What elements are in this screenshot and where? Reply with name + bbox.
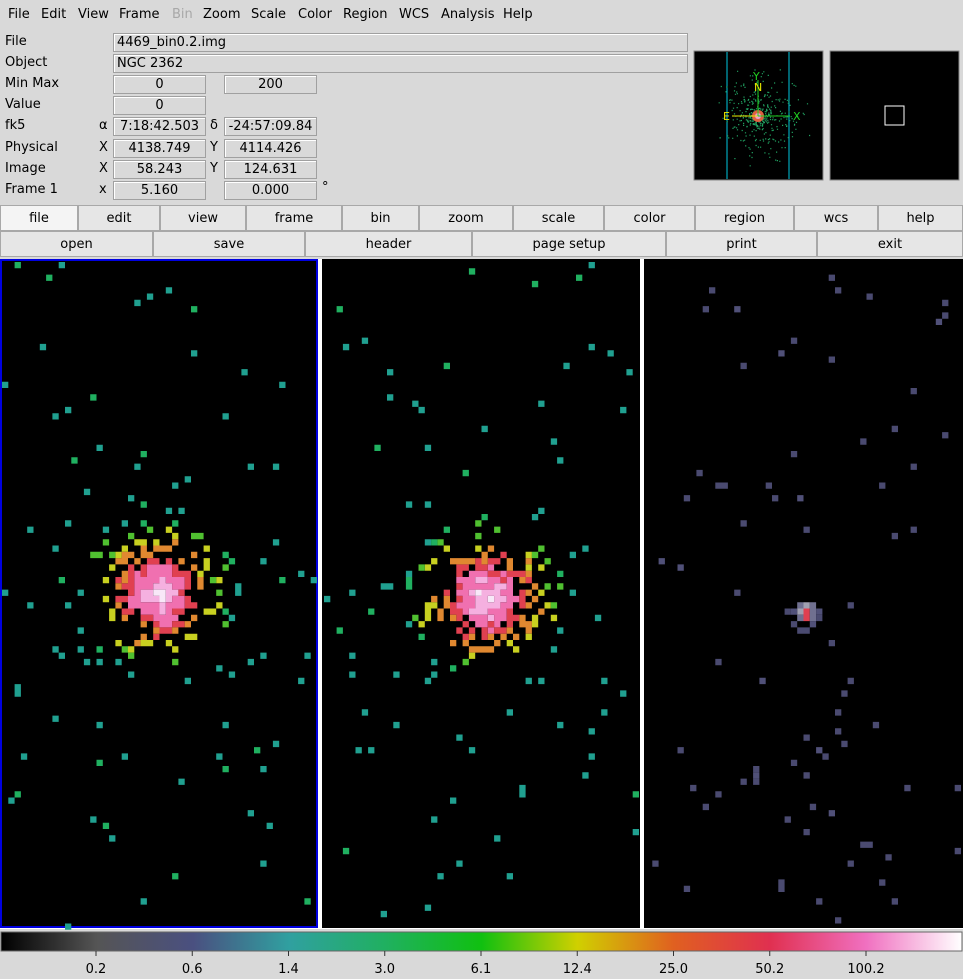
- coord-label: δ: [210, 118, 218, 133]
- button[interactable]: region: [695, 205, 794, 231]
- button[interactable]: view: [160, 205, 246, 231]
- info-field: 124.631: [224, 160, 317, 179]
- image-pixels: [128, 564, 185, 628]
- menu-item[interactable]: Edit: [41, 7, 67, 22]
- compass-label: E: [723, 110, 730, 123]
- button[interactable]: wcs: [794, 205, 878, 231]
- info-label: Physical: [5, 140, 58, 155]
- button[interactable]: exit: [817, 231, 963, 257]
- image-pixels: [115, 558, 198, 640]
- menu-item[interactable]: Zoom: [203, 7, 241, 22]
- colorbar-label: 100.2: [847, 962, 884, 977]
- colorbar-label: 3.0: [374, 962, 395, 977]
- compass-label: Y: [752, 70, 760, 83]
- button[interactable]: frame: [246, 205, 342, 231]
- current-frame: [0, 259, 318, 928]
- menu-item[interactable]: Scale: [251, 7, 286, 22]
- menu-item[interactable]: View: [78, 7, 109, 22]
- image-pixels: [468, 577, 507, 622]
- info-label: Frame 1: [5, 182, 58, 197]
- coord-label: Y: [210, 140, 218, 155]
- info-field: 4114.426: [224, 139, 317, 158]
- button[interactable]: scale: [513, 205, 604, 231]
- info-field: 4469_bin0.2.img: [113, 33, 688, 52]
- image-pixels: [475, 589, 495, 603]
- info-field: 0: [113, 96, 206, 115]
- coord-label: X: [99, 140, 108, 155]
- menu-item[interactable]: WCS: [399, 7, 430, 22]
- button[interactable]: bin: [342, 205, 419, 231]
- button[interactable]: edit: [78, 205, 160, 231]
- info-label: Object: [5, 55, 48, 70]
- menu-item[interactable]: Color: [298, 7, 332, 22]
- button[interactable]: color: [604, 205, 695, 231]
- info-field: 7:18:42.503: [113, 117, 206, 136]
- magnifier-cursor: [884, 105, 905, 126]
- info-label: Value: [5, 97, 41, 112]
- image-pixels: [324, 262, 639, 918]
- compass-label: X: [793, 110, 801, 123]
- info-field: NGC 2362: [113, 54, 688, 73]
- menu-item[interactable]: Analysis: [441, 7, 495, 22]
- image-pixels: [456, 564, 520, 634]
- button[interactable]: zoom: [419, 205, 513, 231]
- colorbar-label: 6.1: [471, 962, 492, 977]
- frame: [644, 259, 963, 928]
- image-pixels: [797, 602, 817, 622]
- info-field: -24:57:09.84: [224, 117, 317, 136]
- info-label: fk5: [5, 118, 26, 133]
- colorbar-label: 25.0: [659, 962, 688, 977]
- button[interactable]: print: [666, 231, 817, 257]
- menu-item[interactable]: Help: [503, 7, 533, 22]
- button[interactable]: page setup: [472, 231, 666, 257]
- button[interactable]: save: [153, 231, 305, 257]
- coord-label: α: [99, 118, 108, 133]
- image-pixels: [140, 577, 179, 615]
- magnifier: [829, 50, 960, 181]
- button[interactable]: header: [305, 231, 472, 257]
- coord-label: X: [99, 161, 108, 176]
- coord-label: Y: [210, 161, 218, 176]
- info-field: 5.160: [113, 181, 206, 200]
- menu-item[interactable]: Bin: [172, 7, 193, 22]
- colorbar-label: 1.4: [278, 962, 299, 977]
- image-pixels: [803, 608, 810, 622]
- info-field: 0.000: [224, 181, 317, 200]
- image-pixels: [443, 551, 532, 640]
- menu-item[interactable]: Region: [343, 7, 388, 22]
- button[interactable]: open: [0, 231, 153, 257]
- info-field: 4138.749: [113, 139, 206, 158]
- info-field: 58.243: [113, 160, 206, 179]
- button[interactable]: file: [0, 205, 78, 231]
- colorbar-label: 0.2: [86, 962, 107, 977]
- info-field: 200: [224, 75, 317, 94]
- coord-label: x: [99, 182, 107, 197]
- colorbar: [0, 931, 963, 952]
- image-pixels: [90, 526, 229, 666]
- menu-item[interactable]: Frame: [119, 7, 160, 22]
- info-label: Min Max: [5, 76, 60, 91]
- menu-item[interactable]: File: [8, 7, 30, 22]
- colorbar-label: 12.4: [563, 962, 592, 977]
- info-field: 0: [113, 75, 206, 94]
- degree: °: [322, 180, 329, 195]
- button[interactable]: help: [878, 205, 963, 231]
- info-label: File: [5, 34, 27, 49]
- colorbar-label: 0.6: [182, 962, 203, 977]
- info-label: Image: [5, 161, 46, 176]
- colorbar-label: 50.2: [755, 962, 784, 977]
- compass-label: N: [754, 81, 762, 94]
